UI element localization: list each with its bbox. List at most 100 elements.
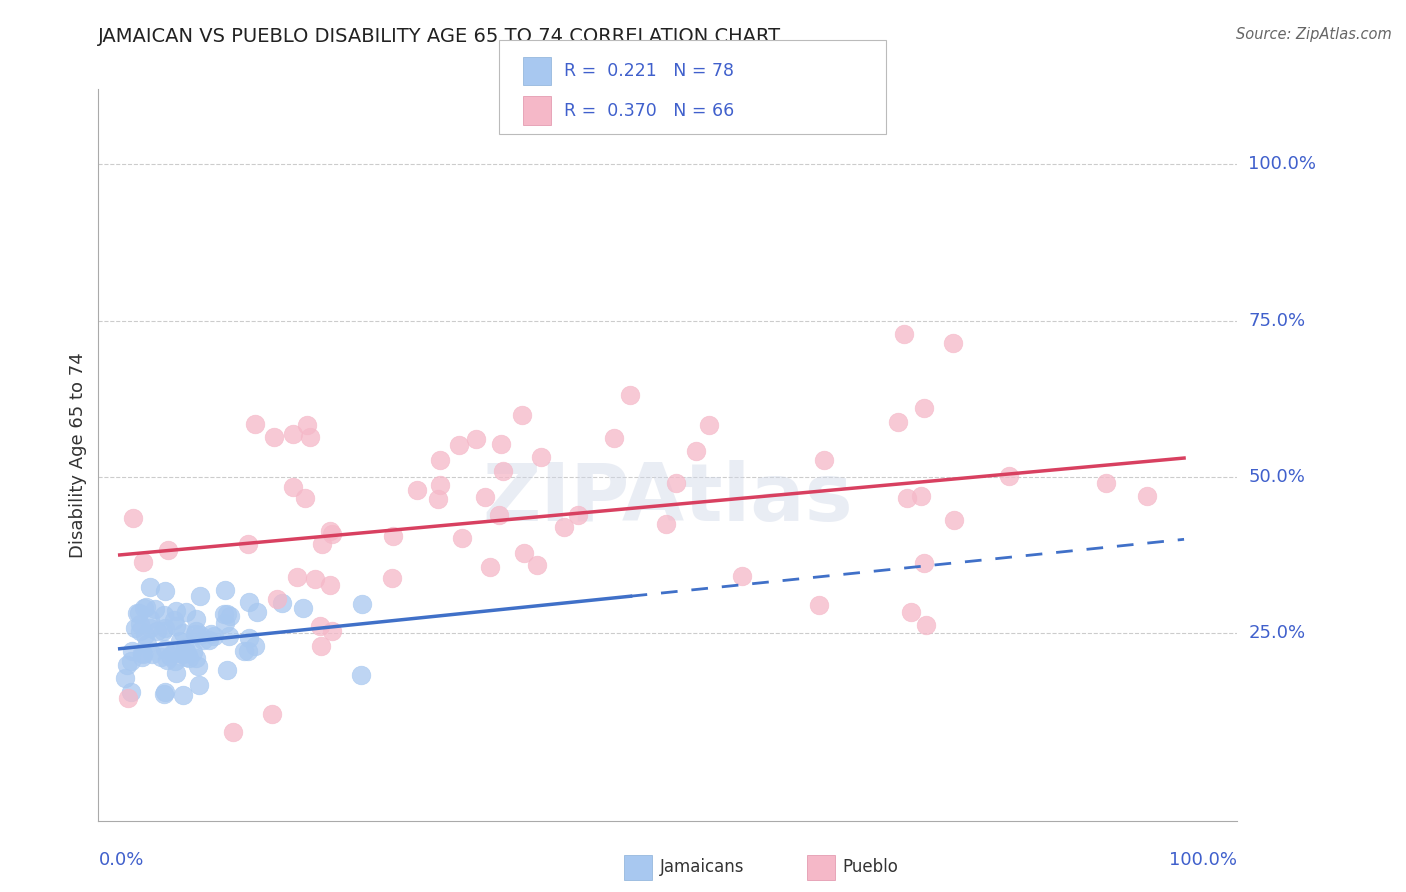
Point — [214, 616, 236, 631]
Text: 0.0%: 0.0% — [98, 851, 143, 869]
Text: Source: ZipAtlas.com: Source: ZipAtlas.com — [1236, 27, 1392, 42]
Point — [285, 570, 308, 584]
Point — [128, 606, 150, 620]
Point — [165, 604, 187, 618]
Point — [513, 546, 536, 560]
Point — [176, 646, 198, 660]
Point — [526, 558, 548, 572]
Text: 100.0%: 100.0% — [1249, 155, 1316, 173]
Point — [236, 537, 259, 551]
Point — [121, 643, 143, 657]
Point — [184, 624, 207, 638]
Point — [181, 645, 204, 659]
Point — [429, 452, 451, 467]
Point — [426, 492, 449, 507]
Point — [298, 429, 321, 443]
Point — [141, 648, 163, 662]
Point — [912, 556, 935, 570]
Point — [731, 568, 754, 582]
Point — [188, 628, 211, 642]
Point — [152, 624, 174, 638]
Point — [212, 607, 235, 622]
Point — [474, 490, 496, 504]
Point — [138, 580, 160, 594]
Point — [492, 464, 515, 478]
Point — [319, 524, 342, 538]
Point — [233, 644, 256, 658]
Point — [243, 417, 266, 431]
Point — [915, 618, 938, 632]
Point — [464, 432, 486, 446]
Point — [405, 483, 427, 497]
Point — [202, 629, 225, 643]
Point — [134, 628, 156, 642]
Point — [163, 613, 186, 627]
Point — [246, 605, 269, 619]
Point — [447, 438, 470, 452]
Point — [156, 652, 179, 666]
Point — [172, 647, 194, 661]
Point — [134, 600, 156, 615]
Point — [893, 327, 915, 342]
Text: JAMAICAN VS PUEBLO DISABILITY AGE 65 TO 74 CORRELATION CHART: JAMAICAN VS PUEBLO DISABILITY AGE 65 TO … — [98, 27, 782, 45]
Text: 75.0%: 75.0% — [1249, 311, 1306, 329]
Point — [145, 624, 167, 638]
Point — [143, 602, 166, 616]
Point — [553, 519, 575, 533]
Point — [152, 608, 174, 623]
Point — [530, 450, 553, 464]
Point — [263, 430, 285, 444]
Point — [131, 650, 153, 665]
Point — [450, 531, 472, 545]
Point — [238, 595, 260, 609]
Point — [1136, 489, 1159, 503]
Point — [283, 480, 305, 494]
Point — [214, 582, 236, 597]
Text: R =  0.221   N = 78: R = 0.221 N = 78 — [564, 62, 734, 79]
Point — [165, 619, 187, 633]
Point — [135, 600, 157, 615]
Point — [381, 571, 404, 585]
Point — [813, 453, 835, 467]
Point — [131, 646, 153, 660]
Point — [152, 687, 174, 701]
Point — [912, 401, 935, 416]
Point — [619, 388, 641, 402]
Point — [886, 415, 908, 429]
Point — [153, 621, 176, 635]
Point — [270, 596, 292, 610]
Point — [283, 427, 305, 442]
Point — [179, 651, 201, 665]
Text: 25.0%: 25.0% — [1249, 624, 1306, 642]
Point — [665, 476, 688, 491]
Point — [309, 619, 332, 633]
Point — [295, 417, 318, 432]
Point — [236, 644, 259, 658]
Point — [135, 638, 157, 652]
Point — [243, 640, 266, 654]
Point — [129, 617, 152, 632]
Point — [217, 663, 239, 677]
Point — [896, 491, 918, 506]
Point — [318, 578, 340, 592]
Point — [125, 606, 148, 620]
Point — [1095, 476, 1118, 491]
Point — [238, 631, 260, 645]
Point — [311, 537, 333, 551]
Point — [381, 529, 404, 543]
Point — [169, 634, 191, 648]
Text: Jamaicans: Jamaicans — [659, 858, 744, 876]
Point — [131, 555, 153, 569]
Point — [321, 527, 343, 541]
Text: 100.0%: 100.0% — [1170, 851, 1237, 869]
Point — [186, 650, 208, 665]
Point — [153, 684, 176, 698]
Point — [218, 608, 240, 623]
Point — [294, 491, 316, 505]
Point — [218, 629, 240, 643]
Point — [602, 431, 624, 445]
Point — [165, 666, 187, 681]
Point — [510, 408, 533, 422]
Point — [942, 335, 965, 350]
Point — [120, 685, 142, 699]
